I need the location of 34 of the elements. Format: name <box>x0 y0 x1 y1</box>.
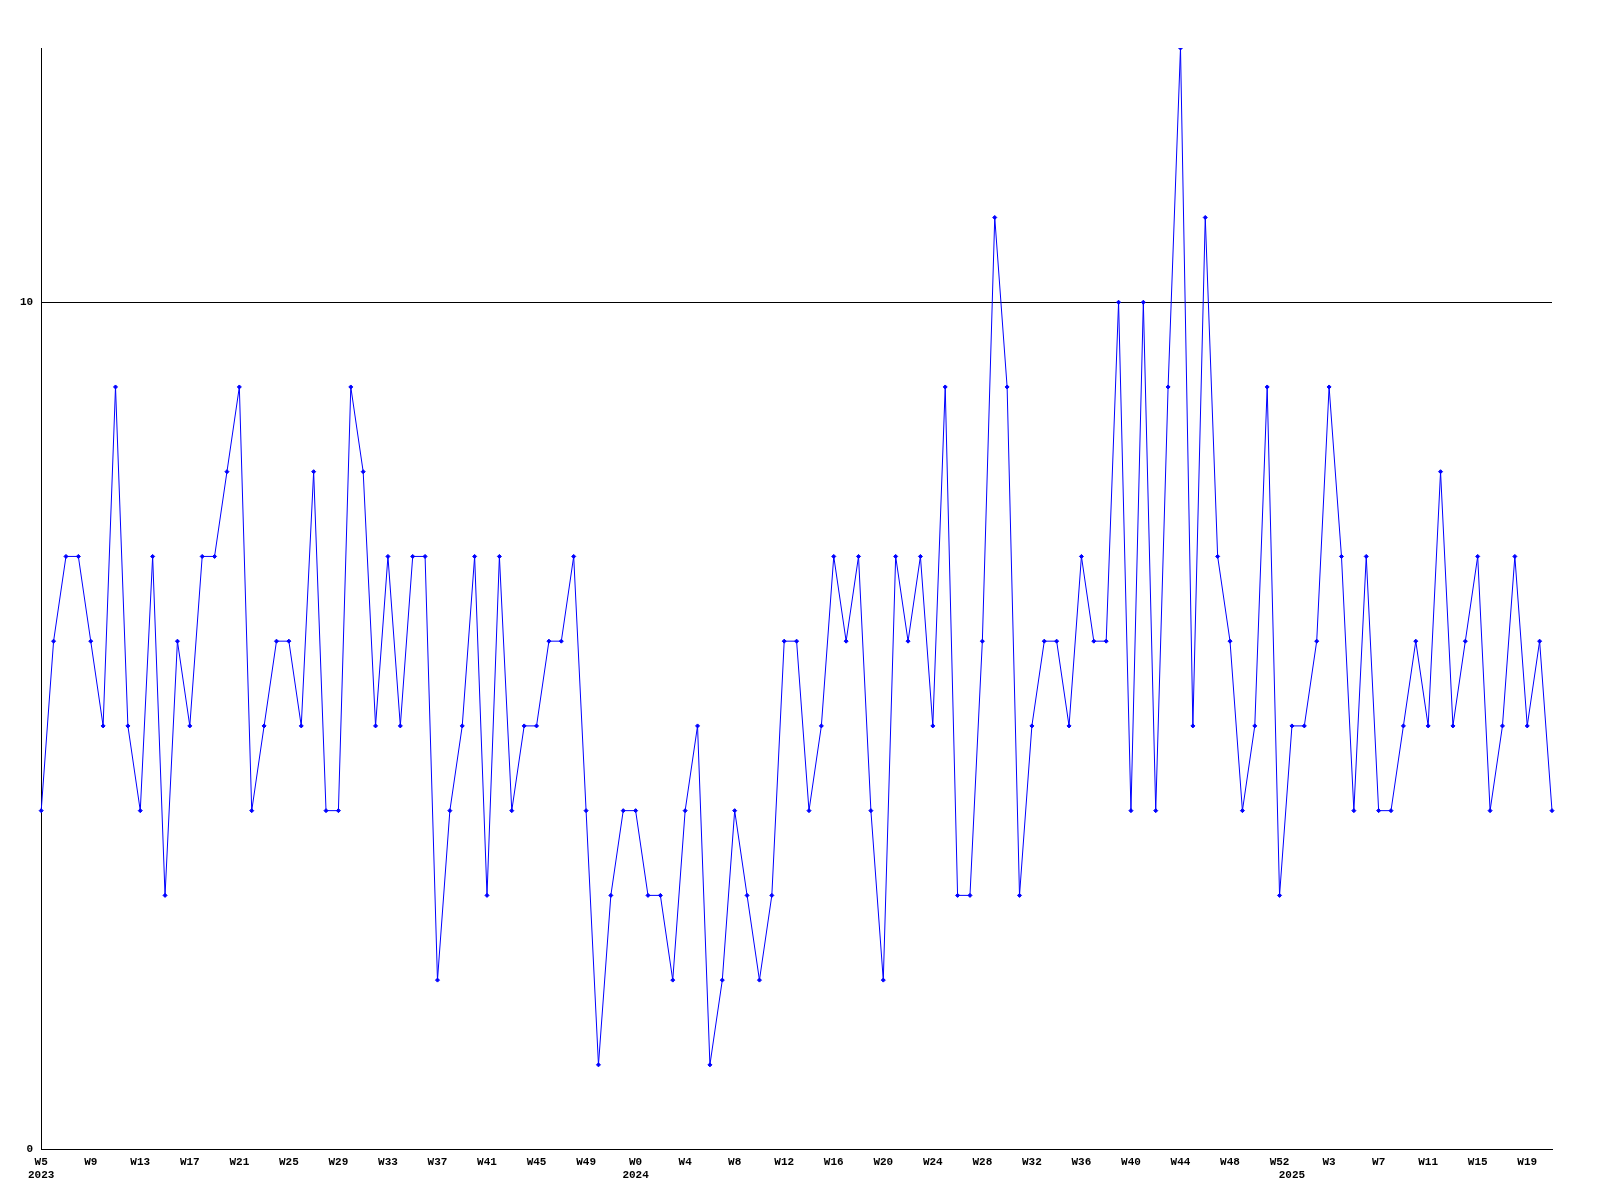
x-tick-label: W8 <box>728 1155 742 1168</box>
x-tick-label: W45 <box>526 1155 547 1168</box>
x-tick-label: W15 <box>1467 1155 1488 1168</box>
x-tick-label: W9 <box>84 1155 98 1168</box>
x-tick-label: W11 <box>1418 1155 1439 1168</box>
x-tick-label: W0 2024 <box>622 1155 650 1182</box>
x-tick-label: W16 <box>823 1155 844 1168</box>
x-tick-label: W24 <box>922 1155 944 1168</box>
x-tick-label: W44 <box>1170 1155 1191 1168</box>
x-tick-label: W4 <box>678 1155 693 1168</box>
x-tick-label: W13 <box>130 1155 151 1168</box>
x-tick-label: W12 <box>774 1155 795 1168</box>
x-tick-label: W41 <box>477 1155 498 1168</box>
x-tick-label: W49 <box>576 1155 596 1168</box>
x-tick-label: W48 <box>1220 1155 1241 1168</box>
x-tick-label: W36 <box>1071 1155 1092 1168</box>
x-tick-label: W19 <box>1517 1155 1538 1168</box>
x-tick-label: W32 <box>1021 1155 1042 1168</box>
x-tick-label: 2025 <box>1278 1169 1306 1182</box>
x-tick-label: W40 <box>1121 1155 1141 1168</box>
x-tick-label: W7 <box>1372 1155 1386 1168</box>
y-tick-label: 0 <box>26 1143 34 1156</box>
x-tick-label: W3 <box>1322 1155 1337 1168</box>
x-tick-label: W17 <box>179 1155 200 1168</box>
x-tick-label: W28 <box>972 1155 993 1168</box>
y-tick-label: 10 <box>20 295 34 308</box>
x-tick-label: W37 <box>427 1155 448 1168</box>
x-tick-label: W29 <box>328 1155 349 1168</box>
x-tick-label: W5 2023 <box>28 1155 55 1182</box>
x-tick-label: W20 <box>873 1155 894 1168</box>
x-tick-label: W25 <box>278 1155 300 1168</box>
x-tick-label: W33 <box>378 1155 399 1168</box>
x-tick-label: W52 <box>1269 1155 1290 1168</box>
x-tick-label: W21 <box>229 1155 250 1168</box>
